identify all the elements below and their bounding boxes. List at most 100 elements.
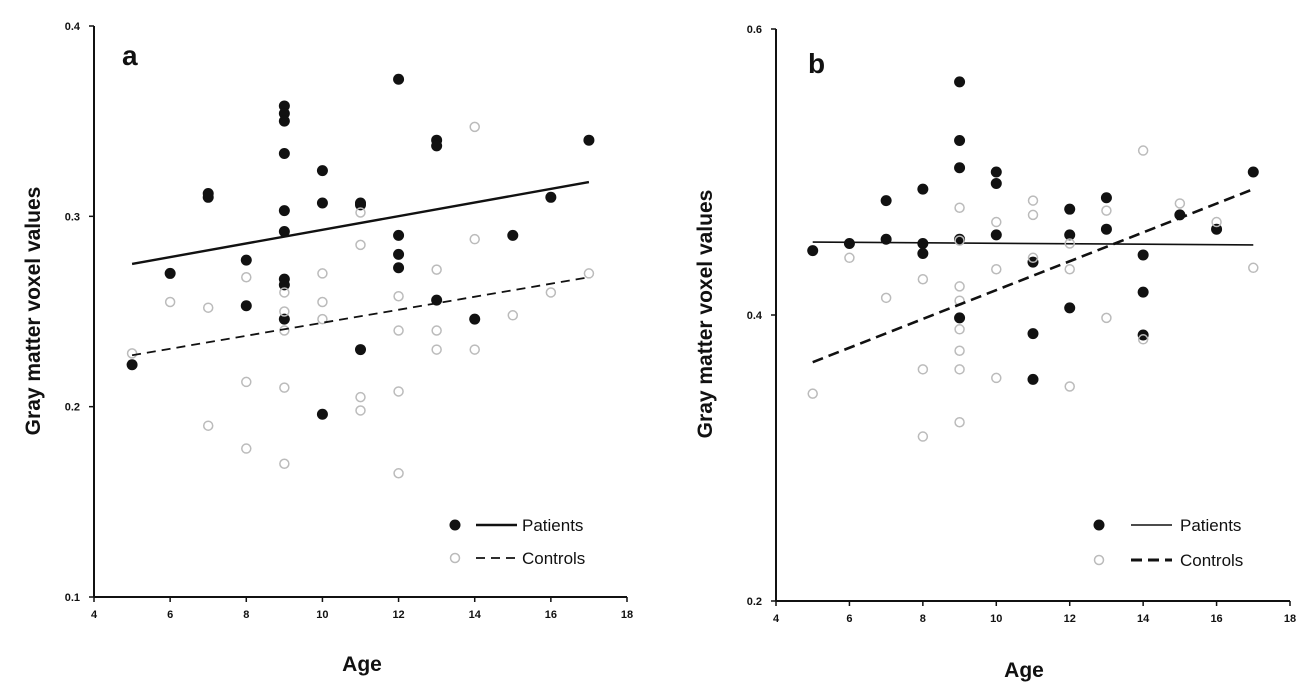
legend: Patients Controls [1093, 516, 1243, 570]
y-tick-label: 0.2 [747, 596, 762, 608]
y-axis-title: Gray matter voxel values [22, 187, 45, 436]
y-tick-label: 0.4 [747, 310, 763, 322]
panel-b: b Age Gray matter voxel values Patients … [694, 24, 1296, 682]
control-point [279, 382, 290, 393]
patient-point [278, 226, 290, 238]
panel-label: a [122, 40, 138, 71]
patient-point [1064, 229, 1076, 241]
control-point [954, 417, 965, 428]
control-point [279, 458, 290, 470]
patient-point [278, 279, 290, 291]
patient-point [240, 254, 252, 266]
patient-point [990, 166, 1002, 178]
x-tick-label: 10 [990, 613, 1002, 625]
patient-point [1137, 249, 1149, 261]
patient-point [507, 229, 519, 241]
x-tick-label: 16 [545, 609, 557, 621]
control-point [355, 405, 366, 416]
patient-point [1100, 223, 1112, 235]
patient-point [393, 248, 405, 260]
control-point [954, 345, 965, 356]
control-point [241, 271, 252, 283]
x-tick-label: 4 [773, 613, 780, 625]
patient-point [316, 165, 328, 177]
x-tick-label: 6 [167, 609, 173, 621]
x-tick-label: 12 [392, 609, 404, 621]
legend-marker-patients [1093, 519, 1105, 531]
patient-point [278, 115, 290, 127]
patient-point [164, 267, 176, 279]
control-point [317, 313, 328, 325]
legend-marker-controls [449, 552, 461, 564]
control-point [355, 239, 366, 251]
patient-point [1247, 166, 1259, 178]
control-point [1211, 216, 1222, 228]
panel-label: b [808, 48, 825, 79]
x-tick-label: 8 [920, 613, 926, 625]
control-point [917, 274, 929, 285]
control-point [469, 344, 480, 355]
patients-regression-line [812, 241, 1254, 246]
patient-point [1027, 373, 1039, 385]
control-point [469, 233, 480, 245]
patient-point [954, 135, 966, 147]
patient-point [990, 177, 1002, 189]
control-point [1248, 262, 1259, 274]
control-point [991, 372, 1002, 384]
control-point [393, 291, 404, 302]
control-point [954, 202, 965, 213]
control-point [1174, 198, 1186, 209]
patient-point [545, 191, 557, 203]
control-point [545, 287, 557, 298]
patient-point [954, 76, 966, 88]
patient-point [126, 359, 138, 371]
control-point [355, 207, 366, 218]
legend-label-patients: Patients [522, 516, 583, 535]
patient-point [278, 100, 290, 112]
control-point [279, 287, 290, 298]
x-tick-label: 4 [91, 609, 98, 621]
patient-point [202, 187, 214, 199]
y-axis-title: Gray matter voxel values [694, 190, 717, 439]
control-point [431, 325, 442, 336]
control-point [279, 306, 290, 317]
panel-a: a Age Gray matter voxel values Patients … [22, 21, 633, 676]
patient-point [954, 162, 966, 174]
control-point [1064, 263, 1075, 275]
control-point [1137, 145, 1149, 156]
control-point [241, 376, 252, 388]
patient-point [807, 245, 819, 257]
patient-point [355, 199, 366, 211]
x-axis-title: Age [342, 653, 382, 676]
control-point [241, 443, 252, 454]
legend: Patients Controls [449, 516, 585, 568]
control-point [507, 310, 519, 321]
control-point [917, 364, 929, 375]
control-point [431, 264, 442, 275]
control-point [917, 431, 929, 442]
patient-point [469, 313, 481, 325]
x-tick-label: 18 [1284, 613, 1296, 625]
control-point [1137, 334, 1149, 345]
legend-marker-controls [1093, 554, 1105, 566]
control-point [126, 348, 138, 359]
patient-point [240, 300, 252, 312]
patient-point [316, 408, 328, 420]
control-point [954, 364, 965, 375]
control-point [880, 292, 892, 304]
control-point [954, 324, 965, 335]
x-tick-label: 14 [1137, 613, 1150, 625]
patient-point [880, 195, 892, 207]
patient-point [1100, 192, 1112, 204]
patient-point [393, 229, 405, 241]
patient-point [278, 313, 290, 325]
control-point [393, 468, 404, 479]
patient-point [583, 134, 595, 146]
legend-label-patients: Patients [1180, 516, 1241, 535]
y-tick-label: 0.2 [65, 402, 80, 414]
patient-point [1137, 286, 1149, 298]
y-tick-label: 0.6 [747, 24, 762, 36]
patient-point [954, 312, 966, 324]
x-tick-label: 18 [621, 609, 633, 621]
